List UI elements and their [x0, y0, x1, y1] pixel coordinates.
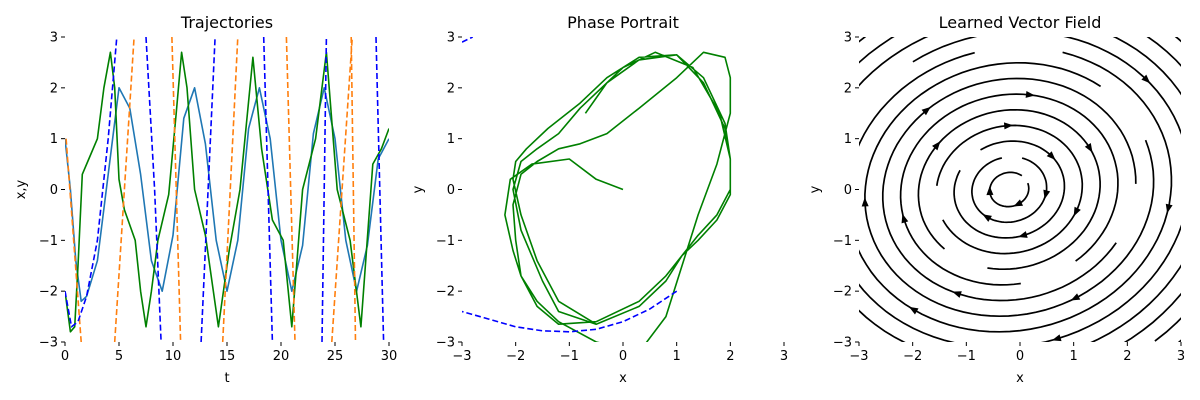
- streamline-arrow: [1043, 189, 1051, 200]
- series-line-0: [504, 51, 732, 342]
- y-tick-label: 3: [447, 31, 455, 46]
- streamline: [971, 157, 1048, 224]
- x-tick-label: 0: [61, 349, 69, 364]
- streamline-arrow: [1025, 90, 1035, 98]
- y-tick-label: 3: [50, 31, 58, 46]
- y-tick-label: 1: [844, 132, 852, 147]
- streamline-arrow: [1186, 242, 1196, 253]
- x-tick-label: 30: [381, 349, 398, 364]
- streamline-arrow: [901, 213, 909, 224]
- chart-panel-2: Phase Portrait −3 −2 −1 0 1 2 3 −3 −2 −1 0 1 2 3 x y: [411, 13, 788, 386]
- y-tick-label: −1: [39, 234, 58, 249]
- x-tick-label: 2: [726, 349, 734, 364]
- streamline: [859, 37, 1181, 342]
- chart-title: Trajectories: [180, 13, 273, 32]
- chart-title: Phase Portrait: [567, 13, 679, 32]
- streamline: [1177, 339, 1181, 342]
- y-tick-label: −2: [39, 285, 58, 300]
- streamline-arrow: [982, 214, 992, 222]
- x-tick-label: 3: [780, 349, 788, 364]
- streamline-arrow: [1084, 143, 1093, 153]
- y-tick-label: −1: [833, 234, 852, 249]
- streamline: [859, 51, 1173, 333]
- y-tick-label: 2: [50, 81, 58, 96]
- x-axis-label: x: [1016, 371, 1024, 386]
- streamlines: [779, 37, 1200, 400]
- streamline-arrow: [861, 197, 869, 207]
- streamline: [953, 140, 1066, 239]
- y-tick-label: 1: [447, 132, 455, 147]
- streamline: [899, 93, 1119, 286]
- x-tick-label: 0: [619, 349, 627, 364]
- chart-title: Learned Vector Field: [939, 13, 1102, 32]
- series-line-1: [65, 51, 389, 333]
- streamline-arrow: [831, 81, 842, 92]
- streamline-arrow: [1165, 203, 1173, 214]
- x-axis-label: x: [619, 371, 627, 386]
- streamline-arrow: [921, 106, 931, 116]
- y-axis-label: y: [808, 185, 823, 193]
- streamline-arrow: [1073, 206, 1081, 217]
- x-tick-label: 20: [273, 349, 290, 364]
- y-tick-label: 1: [50, 132, 58, 147]
- x-tick-label: −3: [849, 349, 868, 364]
- y-axis-label: x,y: [14, 179, 29, 199]
- y-tick-label: 2: [844, 81, 852, 96]
- y-tick-label: −3: [436, 336, 455, 351]
- chart-panel-1: Trajectories 0 5 10 15 20 25 30 −3 −2 −1 0 1 2 3 t x,y: [14, 13, 397, 386]
- streamline: [935, 124, 1084, 255]
- streamline: [917, 108, 1101, 271]
- y-tick-label: 3: [844, 31, 852, 46]
- series-line-1: [462, 37, 678, 333]
- streamline-arrow: [952, 291, 962, 298]
- streamline-arrow: [1013, 199, 1024, 207]
- x-tick-label: −1: [957, 349, 976, 364]
- y-tick-label: 0: [447, 183, 455, 198]
- x-tick-label: 15: [219, 349, 236, 364]
- streamline-arrow: [1051, 334, 1062, 342]
- y-tick-label: −2: [436, 285, 455, 300]
- streamline-arrow: [779, 249, 788, 260]
- streamline-arrow: [986, 186, 994, 196]
- y-tick-label: 2: [447, 81, 455, 96]
- chart-panel-3: Learned Vector Field −3 −2 −1 0 1 2 3 −3 −2 −1 0 1 2 3…: [779, 13, 1200, 400]
- x-tick-label: 10: [165, 349, 182, 364]
- streamline: [859, 37, 1181, 342]
- x-tick-label: −1: [560, 349, 579, 364]
- streamline-arrow: [908, 306, 919, 315]
- x-tick-label: 2: [1123, 349, 1131, 364]
- x-tick-label: −2: [903, 349, 922, 364]
- streamline-arrow: [1046, 151, 1056, 161]
- streamline-arrow: [1141, 74, 1151, 84]
- x-tick-label: 5: [115, 349, 123, 364]
- y-tick-label: −3: [39, 336, 58, 351]
- streamline: [864, 61, 1155, 318]
- streamline: [859, 37, 1181, 342]
- y-tick-label: −3: [833, 336, 852, 351]
- streamline: [988, 171, 1030, 208]
- streamline-arrow: [1070, 293, 1081, 301]
- y-axis-label: y: [411, 185, 426, 193]
- x-tick-label: 3: [1177, 349, 1185, 364]
- series-line-2: [65, 37, 357, 342]
- x-tick-label: −3: [452, 349, 471, 364]
- x-tick-label: 25: [327, 349, 344, 364]
- y-tick-label: 0: [50, 183, 58, 198]
- y-tick-label: 0: [844, 183, 852, 198]
- x-tick-label: 0: [1016, 349, 1024, 364]
- streamline-arrow: [1003, 122, 1014, 130]
- streamline-arrow: [1018, 231, 1028, 238]
- x-tick-label: −2: [506, 349, 525, 364]
- streamline-arrow: [903, 392, 914, 400]
- x-tick-label: 1: [673, 349, 681, 364]
- y-tick-label: −2: [833, 285, 852, 300]
- x-axis-label: t: [224, 371, 229, 386]
- streamline-arrow: [1194, 84, 1200, 95]
- x-tick-label: 1: [1070, 349, 1078, 364]
- streamline: [881, 77, 1137, 302]
- streamline-arrow: [932, 141, 941, 151]
- y-tick-label: −1: [436, 234, 455, 249]
